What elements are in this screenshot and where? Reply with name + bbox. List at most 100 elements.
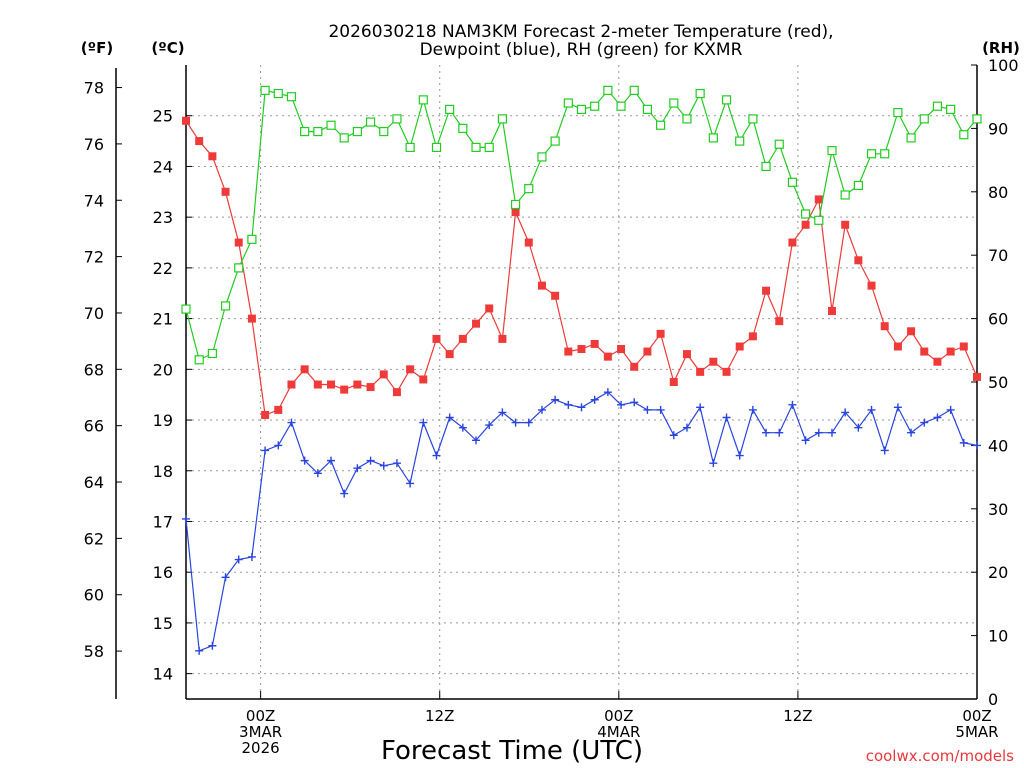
celsius-tick-label: 22	[153, 259, 173, 278]
temperature-point	[907, 327, 916, 336]
celsius-tick-label: 18	[153, 462, 173, 481]
dewpoint-point	[907, 428, 916, 437]
rh-tick-label: 100	[988, 56, 1019, 75]
rh-tick-label: 60	[988, 310, 1008, 329]
rh-point	[946, 104, 956, 114]
chart-title-line2: Dewpoint (blue), RH (green) for KXMR	[420, 40, 743, 60]
dewpoint-point	[313, 469, 322, 478]
rh-point	[655, 120, 666, 130]
rh-point	[326, 120, 336, 130]
x-tick-label: 00Z	[962, 707, 991, 725]
rh-tick-label: 80	[988, 183, 1008, 202]
axes	[115, 64, 978, 700]
temperature-point	[946, 347, 955, 356]
temperature-point	[498, 334, 507, 343]
dewpoint-point	[696, 403, 705, 412]
rh-point	[550, 136, 560, 146]
dewpoint-point	[208, 641, 217, 650]
temperature-point	[788, 238, 797, 247]
rh-point	[827, 145, 837, 156]
temperature-point	[867, 281, 876, 290]
rh-tick-label: 40	[988, 436, 1008, 455]
x-tick-label: 5MAR	[955, 723, 998, 741]
rh-tick-label: 20	[988, 563, 1008, 582]
temperature-point	[445, 350, 454, 359]
temperature-point	[775, 317, 784, 326]
x-axis-title: Forecast Time (UTC)	[381, 736, 643, 766]
temperature-point	[762, 286, 771, 295]
rh-point	[405, 142, 415, 153]
rh-point	[220, 301, 231, 311]
celsius-tick-label: 15	[153, 614, 173, 633]
temperature-point	[551, 291, 560, 300]
temperature-point	[735, 342, 744, 351]
temperature-point	[432, 334, 441, 343]
dewpoint-point	[274, 441, 283, 450]
x-tick-label: 12Z	[783, 707, 812, 725]
rh-point	[735, 136, 745, 146]
dewpoint-point	[353, 464, 362, 473]
rh-point	[445, 104, 455, 114]
celsius-tick-label: 24	[153, 157, 173, 176]
dewpoint-point	[392, 459, 401, 468]
temperature-point	[801, 220, 810, 229]
rh-point	[458, 123, 468, 134]
dewpoint-point	[287, 418, 296, 427]
dewpoint-point	[788, 400, 797, 409]
rh-tick-label: 10	[988, 627, 1008, 646]
celsius-tick-label: 21	[153, 310, 173, 329]
rh-point	[392, 114, 402, 124]
temperature-point	[630, 362, 639, 371]
dewpoint-point	[841, 408, 850, 417]
temperature-point	[353, 380, 362, 389]
dewpoint-point	[959, 438, 968, 447]
rh-point	[431, 142, 442, 153]
rh-point	[537, 152, 547, 162]
dewpoint-point	[577, 403, 586, 412]
dewpoint-point	[643, 405, 652, 414]
dewpoint-point	[419, 418, 428, 427]
temperature-point	[182, 116, 190, 125]
rh-point	[774, 139, 784, 149]
temperature-point	[933, 357, 942, 366]
dewpoint-point	[590, 395, 599, 404]
dewpoint-point	[537, 405, 546, 414]
dewpoint-point	[366, 456, 375, 465]
rh-axis-unit: (RH)	[982, 39, 1020, 57]
dewpoint-point	[973, 441, 981, 450]
rh-point	[181, 304, 191, 314]
fahrenheit-tick-label: 70	[84, 304, 104, 323]
rh-point	[207, 348, 217, 359]
dewpoint-point	[827, 428, 836, 437]
rh-point	[300, 126, 310, 137]
dewpoint-point	[195, 646, 204, 655]
temperature-point	[511, 208, 520, 217]
temperature-point	[709, 357, 718, 366]
dewpoint-point	[458, 423, 467, 432]
dewpoint-point	[854, 423, 863, 432]
dewpoint-point	[669, 431, 678, 440]
rh-point	[761, 161, 771, 172]
dewpoint-point	[656, 405, 665, 414]
temperature-point	[617, 345, 626, 354]
x-tick-label: 2026	[242, 739, 280, 757]
temperature-point	[880, 322, 889, 331]
rh-point	[853, 180, 863, 191]
fahrenheit-axis-unit: (ºF)	[81, 39, 113, 57]
rh-point	[234, 263, 244, 273]
rh-point	[352, 126, 362, 137]
dewpoint-point	[485, 421, 494, 430]
rh-point	[524, 184, 534, 194]
grid-lines	[186, 65, 977, 699]
rh-point	[418, 95, 428, 105]
rh-point	[471, 142, 481, 153]
temperature-point	[221, 187, 230, 196]
rh-point	[906, 133, 916, 143]
dewpoint-point	[682, 423, 691, 432]
dewpoint-point	[340, 489, 349, 498]
temperature-point	[603, 352, 612, 361]
dewpoint-point	[498, 408, 507, 417]
rh-point	[642, 104, 653, 114]
dewpoint-point	[261, 446, 270, 455]
temperature-point	[485, 304, 494, 313]
